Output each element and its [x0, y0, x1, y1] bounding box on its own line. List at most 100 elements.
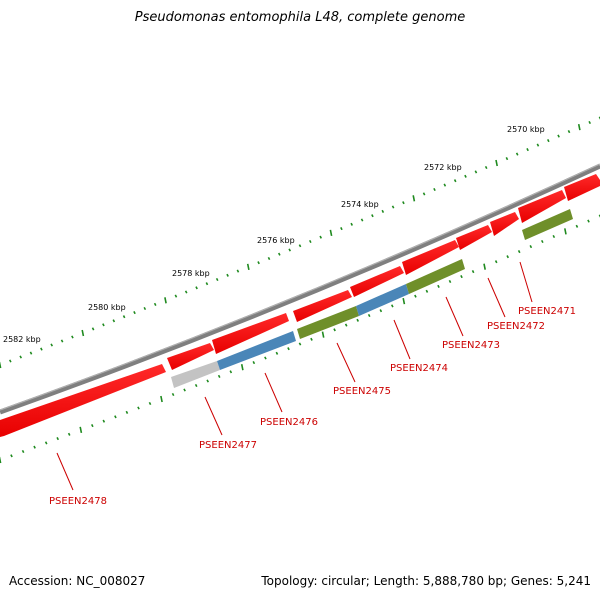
scale-label-2580: 2580 kbp: [88, 303, 126, 312]
major-tick: [79, 426, 83, 434]
minor-tick: [443, 183, 447, 187]
minor-tick: [379, 309, 383, 313]
minor-tick: [226, 273, 229, 277]
scale-label-2570: 2570 kbp: [507, 125, 545, 134]
minor-tick: [275, 351, 279, 355]
minor-tick: [267, 256, 271, 261]
minor-tick: [474, 170, 478, 174]
gene-label-PSEEN2473: PSEEN2473: [442, 340, 500, 351]
gene-PSEEN2473[interactable]: [402, 240, 459, 275]
major-tick: [329, 229, 333, 237]
minor-tick: [319, 235, 323, 239]
minor-tick: [333, 328, 336, 332]
minor-tick: [381, 209, 385, 213]
gene-PSEEN2475[interactable]: [293, 290, 352, 322]
scale-label-2578: 2578 kbp: [172, 269, 210, 278]
feature-green-3[interactable]: [522, 209, 573, 240]
minor-tick: [575, 224, 579, 228]
minor-tick: [344, 323, 348, 327]
gene-label-PSEEN2477: PSEEN2477: [199, 440, 257, 451]
minor-tick: [350, 222, 354, 226]
minor-tick: [298, 342, 302, 346]
minor-tick: [217, 374, 221, 378]
minor-tick: [546, 139, 550, 143]
gene-PSEEN2471-b[interactable]: [518, 190, 566, 223]
major-tick: [0, 456, 2, 464]
gene-label-PSEEN2476: PSEEN2476: [260, 417, 318, 428]
feature-green-1[interactable]: [297, 306, 359, 339]
minor-tick: [205, 282, 209, 286]
minor-tick: [112, 319, 116, 323]
major-tick: [564, 228, 567, 235]
minor-tick: [148, 401, 152, 406]
minor-tick: [367, 313, 371, 318]
minor-tick: [287, 347, 290, 351]
minor-tick: [298, 244, 302, 248]
feature-track: [171, 209, 573, 388]
gene-next[interactable]: [564, 174, 600, 201]
minor-tick: [195, 286, 198, 290]
major-tick: [412, 195, 416, 202]
minor-tick: [264, 356, 267, 360]
major-tick: [495, 159, 498, 167]
major-tick: [164, 297, 167, 304]
minor-tick: [102, 323, 105, 327]
minor-tick: [194, 383, 198, 388]
minor-tick: [229, 370, 233, 374]
minor-tick: [471, 270, 475, 274]
minor-tick: [60, 339, 64, 343]
forward-strand-genes: [0, 174, 600, 437]
gene-PSEEN2471-a[interactable]: [490, 212, 519, 236]
gene-PSEEN2476[interactable]: [212, 313, 289, 354]
gene-PSEEN2477[interactable]: [167, 343, 214, 370]
minor-tick: [206, 379, 210, 383]
minor-tick: [236, 269, 240, 273]
minor-tick: [21, 449, 25, 454]
minor-tick: [552, 234, 556, 239]
minor-tick: [414, 294, 417, 298]
minor-tick: [529, 245, 533, 249]
minor-tick: [437, 284, 440, 288]
minor-tick: [433, 187, 436, 192]
minor-tick: [391, 205, 395, 209]
minor-tick: [356, 318, 360, 322]
minor-tick: [540, 239, 544, 244]
gene-PSEEN2474[interactable]: [350, 266, 404, 297]
minor-tick: [184, 290, 188, 294]
minor-tick: [133, 311, 136, 315]
minor-tick: [515, 152, 519, 156]
scale-label-2572: 2572 kbp: [424, 163, 462, 172]
major-tick: [240, 364, 244, 371]
gene-PSEEN2472[interactable]: [456, 225, 492, 250]
gene-PSEEN2478[interactable]: [0, 364, 166, 437]
minor-tick: [137, 406, 140, 410]
minor-tick: [174, 294, 178, 298]
minor-tick: [526, 148, 529, 152]
feature-blue-2[interactable]: [356, 284, 409, 316]
minor-tick: [587, 219, 590, 223]
feature-green-2[interactable]: [406, 259, 465, 294]
major-tick: [160, 395, 163, 403]
feature-blue-1[interactable]: [217, 331, 296, 370]
gene-label-PSEEN2474: PSEEN2474: [390, 363, 448, 374]
gene-label-PSEEN2472: PSEEN2472: [487, 321, 545, 332]
minor-tick: [8, 359, 12, 363]
minor-tick: [71, 335, 74, 339]
gene-label-PSEEN2471: PSEEN2471: [518, 306, 576, 317]
gene-label-PSEEN2475: PSEEN2475: [333, 386, 391, 397]
feature-gray[interactable]: [171, 361, 220, 388]
minor-tick: [252, 361, 256, 365]
minor-tick: [494, 260, 498, 264]
minor-tick: [453, 179, 457, 183]
minor-tick: [143, 306, 147, 311]
minor-tick: [464, 174, 467, 178]
minor-tick: [102, 419, 106, 423]
minor-tick: [91, 327, 95, 331]
minor-tick: [371, 214, 374, 218]
minor-tick: [40, 347, 43, 351]
major-tick: [483, 263, 486, 270]
scale-ticks-inner: [0, 214, 600, 464]
minor-tick: [310, 337, 313, 341]
major-tick: [402, 297, 406, 305]
